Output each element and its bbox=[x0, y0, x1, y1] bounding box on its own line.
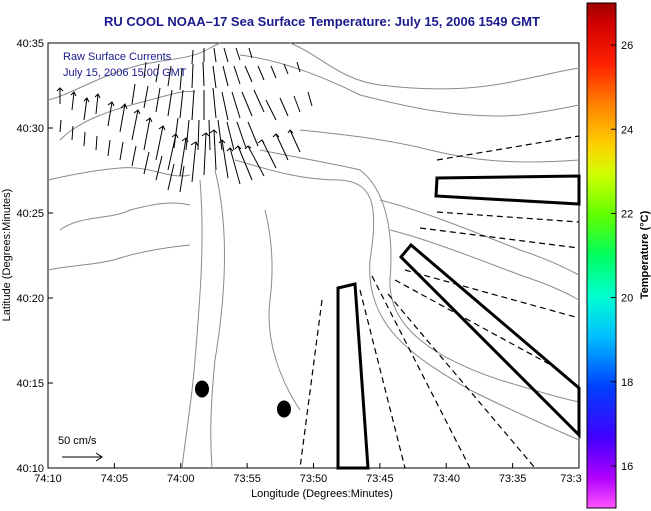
x-axis-label: Longitude (Degrees:Minutes) bbox=[251, 488, 393, 500]
annotation-line-1: Raw Surface Currents bbox=[63, 51, 172, 63]
colorbar-tick-label: 26 bbox=[621, 40, 633, 52]
y-axis-label: Latitude (Degrees:Minutes) bbox=[1, 189, 13, 322]
colorbar-tick-label: 22 bbox=[621, 208, 633, 220]
map-content: Raw Surface Currents July 15, 2006 15:00… bbox=[47, 42, 581, 470]
y-tick-label: 40:20 bbox=[16, 293, 44, 305]
chart-title: RU COOL NOAA–17 Sea Surface Temperature:… bbox=[104, 14, 540, 29]
y-tick-label: 40:30 bbox=[16, 123, 44, 135]
x-tick-label: 74:10 bbox=[34, 473, 62, 485]
annotation-line-2: July 15, 2006 15:00 GMT bbox=[63, 67, 187, 79]
map-frame bbox=[47, 42, 580, 469]
y-tick-label: 40:15 bbox=[16, 378, 44, 390]
outline-polygons bbox=[336, 174, 581, 470]
x-tick-label: 73:50 bbox=[300, 473, 328, 485]
scale-label: 50 cm/s bbox=[58, 435, 97, 447]
marker-dot-1 bbox=[195, 380, 209, 398]
x-tick-label: 73:3 bbox=[560, 473, 581, 485]
colorbar-tick-label: 20 bbox=[621, 293, 633, 305]
colorbar bbox=[586, 2, 617, 509]
x-tick-label: 73:35 bbox=[499, 473, 527, 485]
scale-arrow bbox=[62, 452, 103, 462]
colorbar-tick-label: 18 bbox=[621, 377, 633, 389]
x-tick-labels: 74:10 74:05 74:00 73:55 73:50 73:45 73:40 73:35… bbox=[34, 463, 582, 485]
marker-dot-2 bbox=[277, 400, 291, 418]
colorbar-ticks: 26 24 22 20 18 16 bbox=[611, 40, 633, 473]
y-tick-label: 40:25 bbox=[16, 208, 44, 220]
x-tick-label: 74:05 bbox=[101, 473, 129, 485]
y-tick-labels: 40:35 40:30 40:25 40:20 40:15 40:10 bbox=[16, 38, 53, 475]
x-tick-label: 73:55 bbox=[233, 473, 261, 485]
y-tick-label: 40:10 bbox=[16, 463, 44, 475]
bathymetry-contours bbox=[47, 42, 580, 469]
x-tick-label: 73:40 bbox=[432, 473, 460, 485]
colorbar-tick-label: 24 bbox=[621, 124, 633, 136]
x-tick-label: 74:00 bbox=[167, 473, 195, 485]
colorbar-tick-label: 16 bbox=[621, 461, 633, 473]
colorbar-label: Temperature (°C) bbox=[639, 210, 651, 299]
x-tick-label: 73:45 bbox=[366, 473, 394, 485]
dashed-rays bbox=[299, 135, 580, 469]
surface-current-vectors bbox=[56, 47, 313, 193]
y-tick-label: 40:35 bbox=[16, 38, 44, 50]
